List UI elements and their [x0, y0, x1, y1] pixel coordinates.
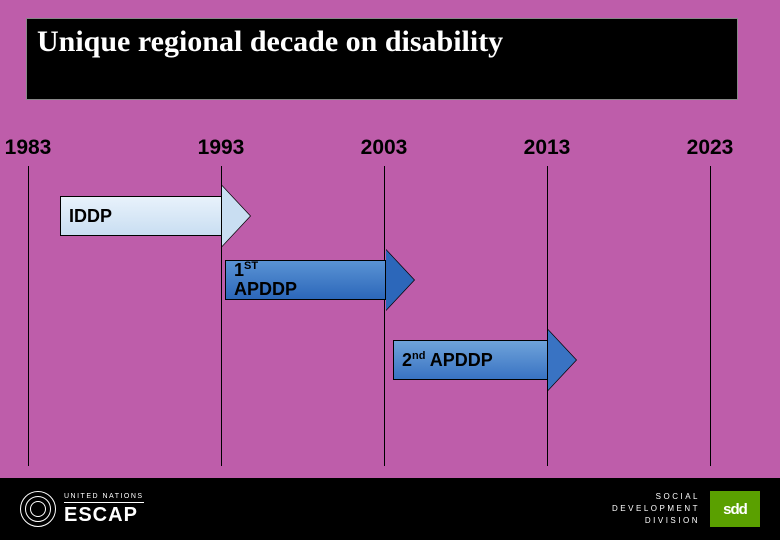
- escap-org-line: UNITED NATIONS: [64, 493, 144, 503]
- sdd-line-3: DIVISION: [612, 515, 700, 527]
- escap-acronym: ESCAP: [64, 505, 144, 525]
- arrow-label-iddp: IDDP: [69, 207, 112, 226]
- year-label-1983: 1983: [5, 136, 52, 160]
- arrow-label-first-apddp: 1STAPDDP: [234, 261, 297, 299]
- year-label-2003: 2003: [361, 136, 408, 160]
- arrow-head-icon-iddp: [222, 186, 250, 246]
- footer: UNITED NATIONS ESCAP SOCIAL DEVELOPMENT …: [0, 478, 780, 540]
- arrow-body-second-apddp: 2nd APDDP: [393, 340, 548, 380]
- title-bar: Unique regional decade on disability: [26, 18, 738, 100]
- vline-2013: [547, 166, 548, 466]
- sdd-badge-text: sdd: [723, 501, 747, 518]
- vline-1983: [28, 166, 29, 466]
- un-emblem-icon: [20, 491, 56, 527]
- arrow-body-iddp: IDDP: [60, 196, 222, 236]
- arrow-head-icon-first-apddp: [386, 250, 414, 310]
- arrow-label-second-apddp: 2nd APDDP: [402, 351, 493, 370]
- arrow-head-icon-second-apddp: [548, 330, 576, 390]
- sdd-badge-icon: sdd: [710, 491, 760, 527]
- vline-2023: [710, 166, 711, 466]
- year-label-1993: 1993: [198, 136, 245, 160]
- sdd-line-2: DEVELOPMENT: [612, 503, 700, 515]
- sdd-text: SOCIAL DEVELOPMENT DIVISION: [612, 491, 700, 527]
- arrow-iddp: IDDP: [60, 186, 250, 246]
- sdd-line-1: SOCIAL: [612, 491, 700, 503]
- year-label-2023: 2023: [687, 136, 734, 160]
- escap-logo: UNITED NATIONS ESCAP: [20, 491, 144, 527]
- page-title: Unique regional decade on disability: [37, 25, 503, 59]
- vline-2003: [384, 166, 385, 466]
- arrow-first-apddp: 1STAPDDP: [225, 250, 414, 310]
- sdd-block: SOCIAL DEVELOPMENT DIVISION sdd: [612, 491, 760, 527]
- arrow-body-first-apddp: 1STAPDDP: [225, 260, 386, 300]
- year-label-2013: 2013: [524, 136, 571, 160]
- arrow-second-apddp: 2nd APDDP: [393, 330, 576, 390]
- escap-text: UNITED NATIONS ESCAP: [64, 493, 144, 525]
